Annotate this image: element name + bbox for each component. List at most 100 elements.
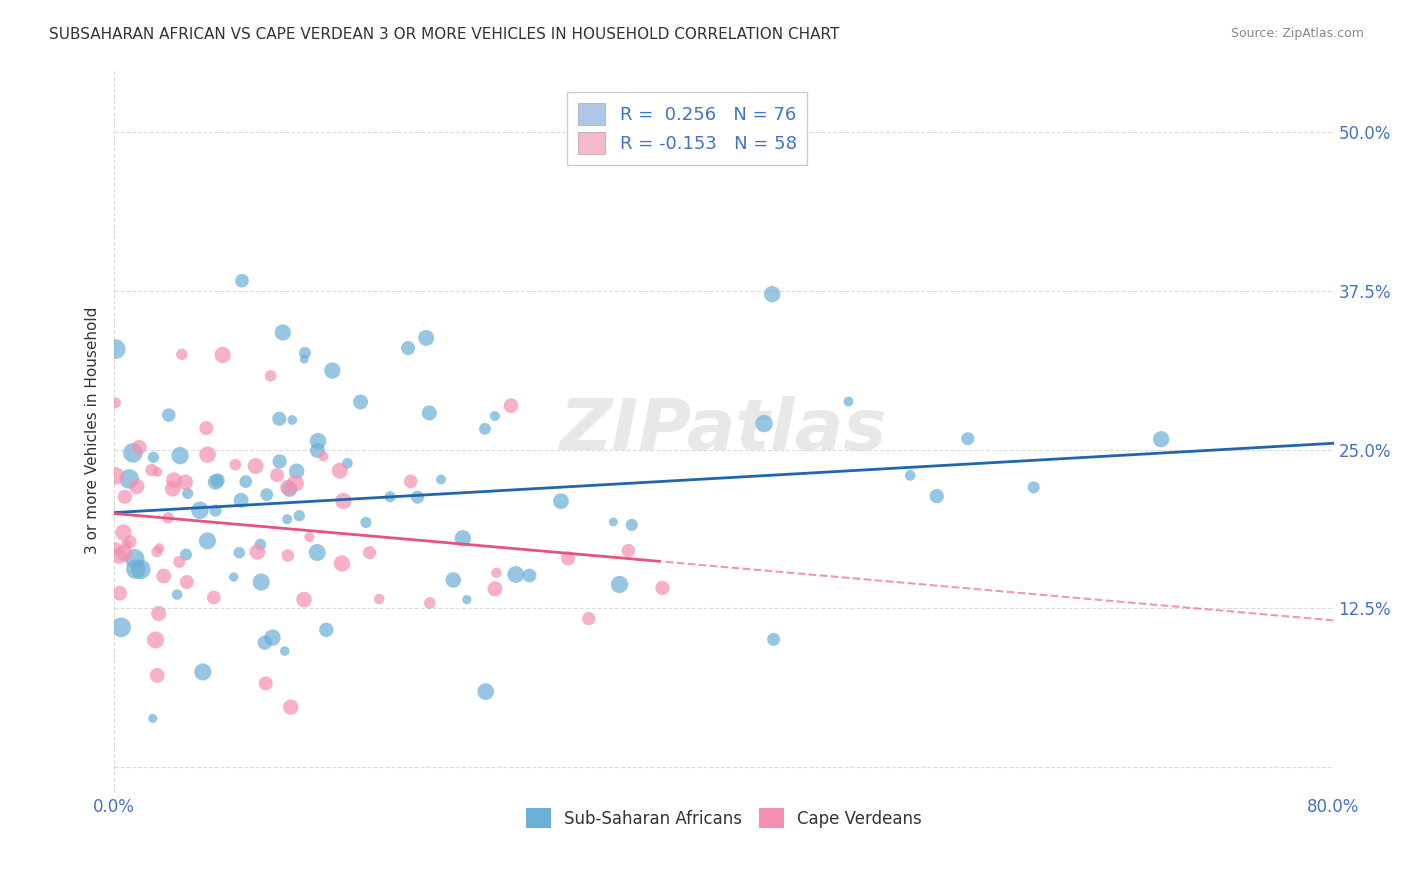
Point xyxy=(157,511,180,525)
Point xyxy=(229,493,252,508)
Point xyxy=(602,515,624,529)
Point xyxy=(292,352,315,367)
Point xyxy=(129,562,152,576)
Point xyxy=(276,512,298,526)
Point xyxy=(474,684,496,698)
Point xyxy=(419,596,441,610)
Point xyxy=(207,474,229,488)
Point xyxy=(108,586,131,600)
Point xyxy=(112,525,135,540)
Point xyxy=(141,463,163,477)
Point xyxy=(441,573,464,587)
Point xyxy=(651,581,673,595)
Point xyxy=(274,644,297,658)
Point xyxy=(307,545,329,559)
Point xyxy=(104,342,127,356)
Point xyxy=(146,668,169,682)
Point xyxy=(115,537,138,551)
Point xyxy=(550,494,572,508)
Point xyxy=(406,490,429,504)
Point xyxy=(456,592,478,607)
Point xyxy=(118,534,141,549)
Point xyxy=(280,700,302,714)
Point xyxy=(312,450,335,464)
Point xyxy=(298,530,321,544)
Point xyxy=(104,469,127,483)
Point xyxy=(110,620,132,634)
Point xyxy=(281,413,304,427)
Point xyxy=(519,568,541,582)
Point xyxy=(142,711,165,725)
Text: SUBSAHARAN AFRICAN VS CAPE VERDEAN 3 OR MORE VEHICLES IN HOUSEHOLD CORRELATION C: SUBSAHARAN AFRICAN VS CAPE VERDEAN 3 OR … xyxy=(49,27,839,42)
Point xyxy=(148,541,170,556)
Point xyxy=(174,548,197,562)
Point xyxy=(609,577,631,591)
Point xyxy=(122,446,145,460)
Point xyxy=(617,543,640,558)
Point xyxy=(1022,480,1045,494)
Point xyxy=(269,454,291,468)
Point xyxy=(245,458,267,473)
Point xyxy=(898,468,921,483)
Point xyxy=(108,549,131,563)
Point xyxy=(231,274,253,288)
Point xyxy=(321,363,343,377)
Point xyxy=(204,475,226,489)
Point xyxy=(752,417,775,431)
Point xyxy=(292,592,315,607)
Point xyxy=(399,475,422,489)
Point xyxy=(128,440,150,454)
Point xyxy=(266,468,288,483)
Point xyxy=(474,422,496,436)
Point xyxy=(114,546,136,560)
Point xyxy=(430,473,453,487)
Point xyxy=(307,434,329,449)
Point xyxy=(278,482,301,496)
Point xyxy=(166,588,188,602)
Point xyxy=(271,326,294,340)
Point xyxy=(250,574,273,589)
Point xyxy=(114,490,136,504)
Point xyxy=(246,545,269,559)
Point xyxy=(152,569,174,583)
Point xyxy=(349,395,371,409)
Point xyxy=(104,541,127,556)
Point xyxy=(451,532,474,546)
Point xyxy=(354,516,377,530)
Point xyxy=(254,676,277,690)
Point xyxy=(277,549,299,563)
Point xyxy=(294,346,316,360)
Point xyxy=(505,567,527,582)
Point xyxy=(222,570,245,584)
Point xyxy=(125,562,148,576)
Y-axis label: 3 or more Vehicles in Household: 3 or more Vehicles in Household xyxy=(86,307,100,554)
Point xyxy=(124,552,146,566)
Point xyxy=(148,607,170,621)
Point xyxy=(1150,432,1173,446)
Point xyxy=(125,479,148,493)
Point xyxy=(336,456,359,470)
Legend: Sub-Saharan Africans, Cape Verdeans: Sub-Saharan Africans, Cape Verdeans xyxy=(519,801,928,835)
Point xyxy=(329,464,352,478)
Point xyxy=(145,632,167,647)
Point xyxy=(235,475,257,489)
Point xyxy=(249,537,271,551)
Point xyxy=(332,494,354,508)
Point xyxy=(224,458,246,472)
Point xyxy=(359,546,381,560)
Point xyxy=(197,448,219,462)
Text: ZIPatlas: ZIPatlas xyxy=(560,396,887,465)
Point xyxy=(284,476,307,491)
Text: Source: ZipAtlas.com: Source: ZipAtlas.com xyxy=(1230,27,1364,40)
Point xyxy=(484,582,506,596)
Point xyxy=(142,450,165,465)
Point xyxy=(174,475,197,490)
Point xyxy=(104,395,127,409)
Point xyxy=(330,557,353,571)
Point xyxy=(256,488,278,502)
Point xyxy=(259,368,281,383)
Point xyxy=(368,591,391,606)
Point xyxy=(925,489,948,503)
Point xyxy=(170,347,193,361)
Point xyxy=(315,623,337,637)
